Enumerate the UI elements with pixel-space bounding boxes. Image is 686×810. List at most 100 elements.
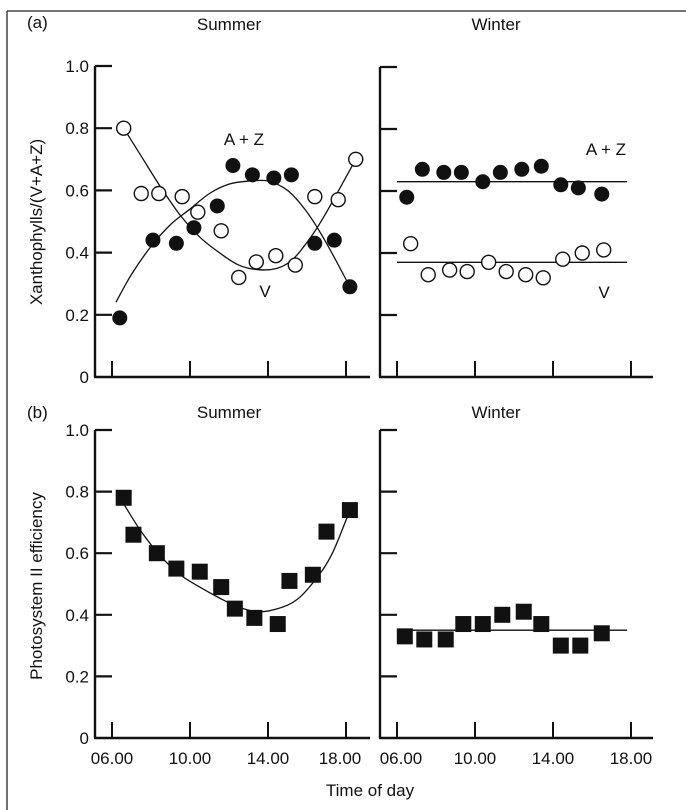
data-point-open [248, 254, 264, 270]
data-point-filled [533, 158, 549, 174]
y-tick-label: 1.0 [65, 421, 89, 440]
data-point-filled [326, 232, 342, 248]
data-point-square [474, 616, 491, 633]
data-point-square [281, 572, 298, 589]
data-point-open [402, 235, 419, 252]
data-point-open [348, 151, 364, 168]
data-point-square [191, 563, 208, 580]
data-point-open [287, 257, 303, 273]
data-point-square [125, 526, 142, 543]
data-point-open [420, 267, 436, 283]
data-point-open [330, 192, 346, 208]
x-tick-label: 10.00 [454, 749, 497, 768]
y-tick-label: 0.8 [65, 483, 89, 502]
data-point-open [115, 120, 132, 136]
data-point-filled [283, 167, 299, 183]
x-axis-title: Time of day [326, 781, 415, 800]
data-point-filled [186, 220, 202, 236]
data-point-open [190, 204, 206, 220]
data-point-filled [145, 232, 161, 248]
data-point-square [494, 606, 511, 623]
data-point-square [533, 616, 550, 633]
y-tick-label: 0.2 [65, 306, 89, 325]
series-label: V [598, 283, 610, 302]
data-point-filled [244, 167, 260, 183]
data-point-square [213, 579, 230, 596]
data-point-square [148, 545, 165, 562]
data-point-filled [225, 158, 241, 174]
panel-title: Summer [197, 403, 262, 422]
data-point-square [341, 502, 358, 519]
data-point-filled [453, 164, 469, 180]
x-tick-label: 06.00 [380, 749, 423, 768]
panel-title: Summer [197, 15, 262, 34]
y-tick-label: 0.6 [65, 181, 89, 200]
data-point-filled [414, 161, 430, 177]
y-tick-label: 0.4 [65, 244, 89, 263]
panel-a-winter: Winter A + Z V [378, 15, 653, 379]
data-point-square [552, 637, 569, 654]
y-tick-label: 1.0 [65, 57, 89, 76]
y-tick-label: 0.6 [65, 544, 89, 563]
data-point-open [498, 263, 514, 280]
data-point-filled [475, 174, 491, 190]
panel-b-winter: 06.00 10.00 14.00 18.00 Winter [378, 403, 653, 768]
data-point-open [174, 188, 190, 205]
panel-a-summer: 0 0.2 0.4 0.6 0.8 1.0 Summer (a) Xanthophylls/(V… [27, 13, 370, 387]
data-point-square [572, 637, 589, 654]
data-point-filled [342, 279, 358, 295]
panel-letter: (b) [27, 403, 48, 422]
data-point-filled [514, 161, 530, 177]
x-tick-label: 10.00 [169, 749, 212, 768]
data-point-open [535, 270, 551, 286]
x-tick-label: 06.00 [91, 749, 134, 768]
data-point-square [455, 616, 472, 633]
data-point-open [307, 188, 323, 205]
series-label: V [259, 282, 271, 301]
data-point-square [115, 489, 132, 506]
y-tick-label: 0.4 [65, 606, 89, 625]
data-point-square [168, 560, 185, 577]
data-point-filled [570, 180, 586, 196]
data-point-open [555, 251, 571, 267]
y-axis-title: Photosystem II efficiency [27, 492, 46, 680]
data-point-filled [594, 186, 610, 202]
data-point-open [268, 248, 284, 264]
data-point-square [437, 631, 454, 648]
y-axis-title: Xanthophylls/(V+A+Z) [27, 139, 46, 305]
data-point-filled [168, 235, 184, 251]
y-tick-label: 0.8 [65, 119, 89, 138]
x-tick-label: 14.00 [247, 749, 290, 768]
panel-b-summer: 0 0.2 0.4 0.6 0.8 1.0 06.00 10.00 14.00 18.00 Summ… [27, 403, 370, 768]
data-point-filled [266, 170, 282, 186]
data-point-square [593, 625, 610, 642]
data-point-filled [209, 198, 225, 214]
data-point-open [596, 242, 612, 258]
data-point-square [416, 631, 433, 648]
panel-title: Winter [471, 15, 520, 34]
data-point-open [441, 262, 458, 278]
x-tick-label: 18.00 [610, 749, 653, 768]
x-tick-label: 18.00 [319, 749, 362, 768]
data-point-open [518, 267, 534, 283]
data-point-square [269, 616, 286, 633]
data-point-filled [553, 177, 569, 193]
data-point-open [231, 269, 247, 286]
data-point-square [515, 603, 532, 620]
y-tick-label: 0.2 [65, 667, 89, 686]
data-point-open [480, 254, 497, 270]
data-point-open [133, 185, 149, 202]
data-point-square [396, 628, 413, 645]
series-label: A + Z [586, 140, 626, 159]
data-point-filled [112, 310, 128, 326]
y-tick-label: 0 [80, 368, 89, 387]
data-point-square [304, 566, 321, 583]
panel-letter: (a) [27, 13, 48, 32]
data-point-square [226, 600, 243, 617]
data-point-square [246, 609, 263, 626]
data-point-open [574, 245, 590, 261]
data-point-square [318, 523, 335, 540]
x-tick-label: 14.00 [532, 749, 575, 768]
data-point-filled [307, 235, 323, 251]
panel-title: Winter [471, 403, 520, 422]
